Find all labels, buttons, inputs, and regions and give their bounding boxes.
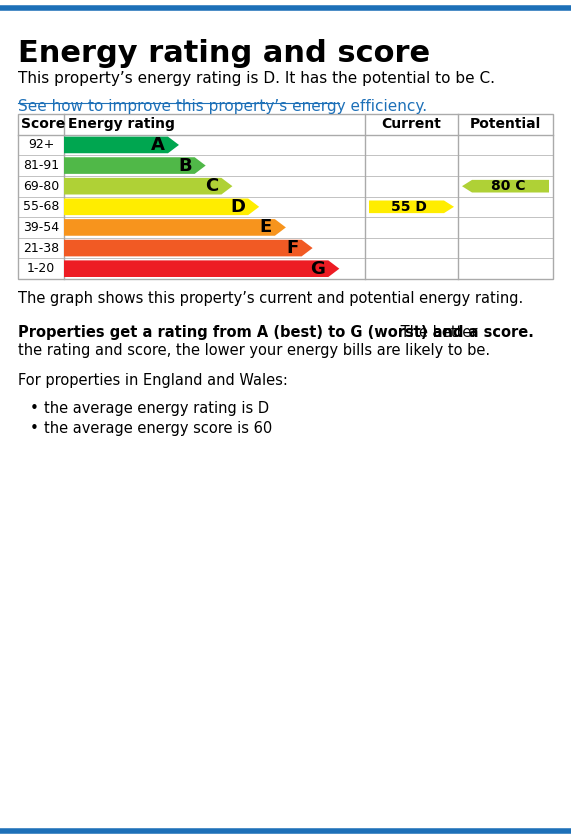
Text: G: G [311, 260, 325, 278]
Text: •: • [30, 421, 39, 436]
Polygon shape [462, 180, 549, 192]
Text: 55 D: 55 D [391, 200, 427, 214]
Text: E: E [260, 218, 272, 237]
Text: 1-20: 1-20 [27, 262, 55, 275]
Bar [18, 114, 553, 279]
Text: the average energy rating is D: the average energy rating is D [44, 401, 269, 416]
Text: Energy rating and score: Energy rating and score [18, 39, 430, 68]
Polygon shape [64, 260, 339, 277]
Text: For properties in England and Wales:: For properties in England and Wales: [18, 373, 288, 388]
Text: C: C [205, 177, 219, 195]
Polygon shape [64, 157, 206, 174]
Text: The graph shows this property’s current and potential energy rating.: The graph shows this property’s current … [18, 291, 523, 306]
Text: 80 C: 80 C [491, 180, 526, 193]
Text: •: • [30, 401, 39, 416]
Text: Properties get a rating from A (best) to G (worst) and a score.: Properties get a rating from A (best) to… [18, 325, 534, 340]
Polygon shape [64, 178, 232, 195]
Text: Potential: Potential [470, 117, 541, 132]
Text: 81-91: 81-91 [23, 159, 59, 172]
Text: B: B [178, 157, 192, 175]
Text: D: D [230, 198, 245, 216]
Text: Energy rating: Energy rating [68, 117, 175, 132]
Text: the average energy score is 60: the average energy score is 60 [44, 421, 272, 436]
Text: 92+: 92+ [28, 138, 54, 151]
Text: Current: Current [381, 117, 441, 132]
Polygon shape [64, 199, 259, 215]
Text: Score: Score [21, 117, 65, 132]
Text: 21-38: 21-38 [23, 242, 59, 254]
Polygon shape [64, 219, 286, 236]
Text: See how to improve this property’s energy efficiency.: See how to improve this property’s energ… [18, 99, 427, 114]
Text: the rating and score, the lower your energy bills are likely to be.: the rating and score, the lower your ene… [18, 343, 490, 358]
Text: The better: The better [396, 325, 477, 340]
Text: 39-54: 39-54 [23, 221, 59, 234]
Text: 69-80: 69-80 [23, 180, 59, 193]
Text: F: F [286, 239, 299, 257]
Text: A: A [151, 136, 165, 154]
Polygon shape [64, 240, 312, 257]
Text: 55-68: 55-68 [23, 201, 59, 213]
Polygon shape [64, 137, 179, 154]
Text: This property’s energy rating is D. It has the potential to be C.: This property’s energy rating is D. It h… [18, 71, 495, 86]
Polygon shape [369, 201, 454, 213]
